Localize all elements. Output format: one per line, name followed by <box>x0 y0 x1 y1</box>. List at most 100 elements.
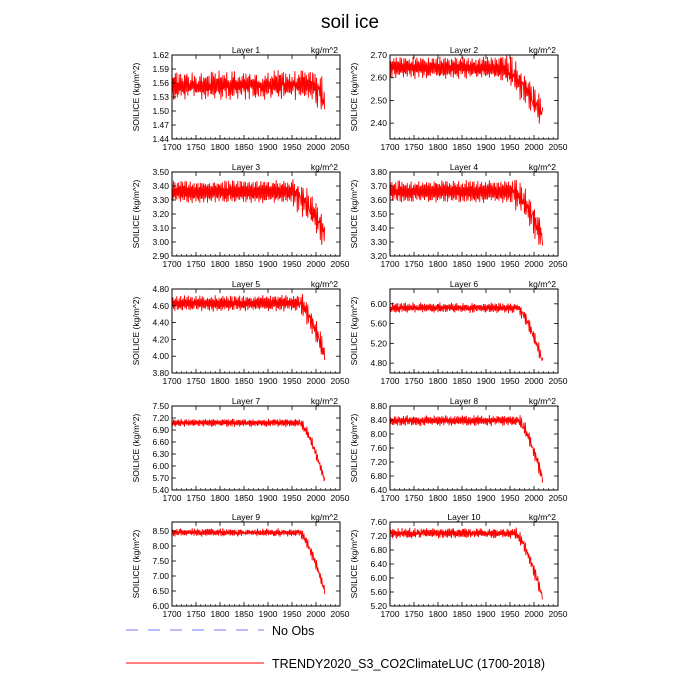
x-tick-label: 1950 <box>283 259 302 269</box>
y-tick-label: 2.50 <box>370 95 387 105</box>
x-tick-label: 1900 <box>477 142 496 152</box>
y-tick-label: 3.40 <box>152 181 169 191</box>
y-tick-label: 3.30 <box>370 237 387 247</box>
panel-units: kg/m^2 <box>311 512 338 522</box>
x-tick-label: 1900 <box>477 609 496 619</box>
y-tick-label: 5.20 <box>370 601 387 611</box>
y-tick-label: 3.20 <box>370 251 387 261</box>
y-tick-label: 3.80 <box>152 368 169 378</box>
x-tick-label: 1750 <box>187 376 206 386</box>
panel-title: Layer 5 <box>232 279 261 289</box>
y-tick-label: 7.00 <box>152 571 169 581</box>
x-tick-label: 1750 <box>187 493 206 503</box>
x-tick-label: 1750 <box>187 609 206 619</box>
y-tick-label: 2.90 <box>152 251 169 261</box>
x-tick-label: 1800 <box>429 609 448 619</box>
y-tick-label: 6.40 <box>370 559 387 569</box>
x-tick-label: 1950 <box>501 493 520 503</box>
x-tick-label: 2050 <box>331 142 350 152</box>
x-tick-label: 2000 <box>525 142 544 152</box>
x-tick-label: 1950 <box>501 142 520 152</box>
x-tick-label: 2000 <box>307 259 326 269</box>
x-tick-label: 1700 <box>381 142 400 152</box>
y-tick-label: 2.70 <box>370 50 387 60</box>
y-tick-label: 6.30 <box>152 449 169 459</box>
x-tick-label: 1700 <box>381 493 400 503</box>
y-tick-label: 3.00 <box>152 237 169 247</box>
y-tick-label: 7.50 <box>152 401 169 411</box>
y-axis-label: SOILICE (kg/m^2) <box>349 296 359 365</box>
x-tick-label: 1700 <box>381 259 400 269</box>
panel-layer-6: 1700 1750 1800 1850 1900 1950 2000 2050 4.80 5.20… <box>349 279 568 386</box>
y-tick-label: 6.40 <box>370 485 387 495</box>
x-tick-label: 2000 <box>525 609 544 619</box>
x-tick-label: 1900 <box>259 142 278 152</box>
panel-layer-7: 1700 1750 1800 1850 1900 1950 2000 2050 5.40 5.70… <box>131 396 350 503</box>
x-tick-label: 1750 <box>405 609 424 619</box>
y-tick-label: 7.60 <box>370 517 387 527</box>
y-tick-label: 3.50 <box>370 209 387 219</box>
y-tick-label: 1.62 <box>152 50 169 60</box>
x-tick-label: 2050 <box>549 259 568 269</box>
plot-frame <box>171 521 341 607</box>
y-tick-label: 3.20 <box>152 209 169 219</box>
x-tick-label: 1900 <box>477 376 496 386</box>
x-tick-label: 2050 <box>549 609 568 619</box>
y-tick-label: 1.50 <box>152 106 169 116</box>
x-tick-label: 1700 <box>163 142 182 152</box>
x-tick-label: 1800 <box>211 609 230 619</box>
x-tick-label: 1850 <box>235 259 254 269</box>
y-axis-label: SOILICE (kg/m^2) <box>349 529 359 598</box>
y-tick-label: 8.50 <box>152 526 169 536</box>
y-tick-label: 4.20 <box>152 334 169 344</box>
x-tick-label: 2000 <box>525 376 544 386</box>
series-line-layer-9 <box>171 528 326 595</box>
panel-title: Layer 3 <box>232 162 261 172</box>
y-tick-label: 5.20 <box>370 338 387 348</box>
x-tick-label: 1750 <box>187 259 206 269</box>
panel-layer-10: 1700 1750 1800 1850 1900 1950 2000 2050 5.20 5.60… <box>349 512 568 619</box>
x-tick-label: 1950 <box>283 142 302 152</box>
panel-units: kg/m^2 <box>529 279 556 289</box>
panel-layer-8: 1700 1750 1800 1850 1900 1950 2000 2050 6.40 6.80… <box>349 396 568 503</box>
x-tick-label: 1800 <box>211 493 230 503</box>
y-tick-label: 3.50 <box>152 167 169 177</box>
x-tick-label: 1850 <box>235 493 254 503</box>
legend: No Obs TRENDY2020_S3_CO2ClimateLUC (1700… <box>126 624 545 671</box>
x-tick-label: 1750 <box>405 259 424 269</box>
y-tick-label: 4.40 <box>152 318 169 328</box>
y-tick-label: 5.70 <box>152 473 169 483</box>
x-tick-label: 1850 <box>453 376 472 386</box>
x-tick-label: 1800 <box>211 259 230 269</box>
x-tick-label: 1700 <box>163 609 182 619</box>
y-tick-label: 6.90 <box>152 425 169 435</box>
y-tick-label: 1.53 <box>152 92 169 102</box>
x-tick-label: 2000 <box>525 259 544 269</box>
x-tick-label: 2000 <box>307 376 326 386</box>
panel-units: kg/m^2 <box>529 162 556 172</box>
y-tick-label: 5.60 <box>370 587 387 597</box>
x-tick-label: 1700 <box>381 609 400 619</box>
y-tick-label: 7.60 <box>370 443 387 453</box>
y-tick-label: 1.56 <box>152 78 169 88</box>
y-tick-label: 7.20 <box>370 531 387 541</box>
panel-units: kg/m^2 <box>311 279 338 289</box>
x-tick-label: 1900 <box>477 259 496 269</box>
y-tick-label: 3.70 <box>370 181 387 191</box>
panels: 1700 1750 1800 1850 1900 1950 2000 2050 1.44 1.47… <box>131 45 568 619</box>
y-tick-label: 7.50 <box>152 556 169 566</box>
y-tick-label: 1.59 <box>152 64 169 74</box>
x-tick-label: 1750 <box>187 142 206 152</box>
panel-units: kg/m^2 <box>529 512 556 522</box>
y-axis-label: SOILICE (kg/m^2) <box>349 62 359 131</box>
x-tick-label: 1950 <box>283 376 302 386</box>
x-tick-label: 1950 <box>283 609 302 619</box>
series-line-layer-8 <box>389 415 544 483</box>
legend-obs-label: No Obs <box>272 624 314 638</box>
x-tick-label: 2000 <box>525 493 544 503</box>
x-tick-label: 1800 <box>429 142 448 152</box>
y-tick-label: 6.80 <box>370 545 387 555</box>
y-tick-label: 4.60 <box>152 301 169 311</box>
x-tick-label: 1850 <box>453 493 472 503</box>
